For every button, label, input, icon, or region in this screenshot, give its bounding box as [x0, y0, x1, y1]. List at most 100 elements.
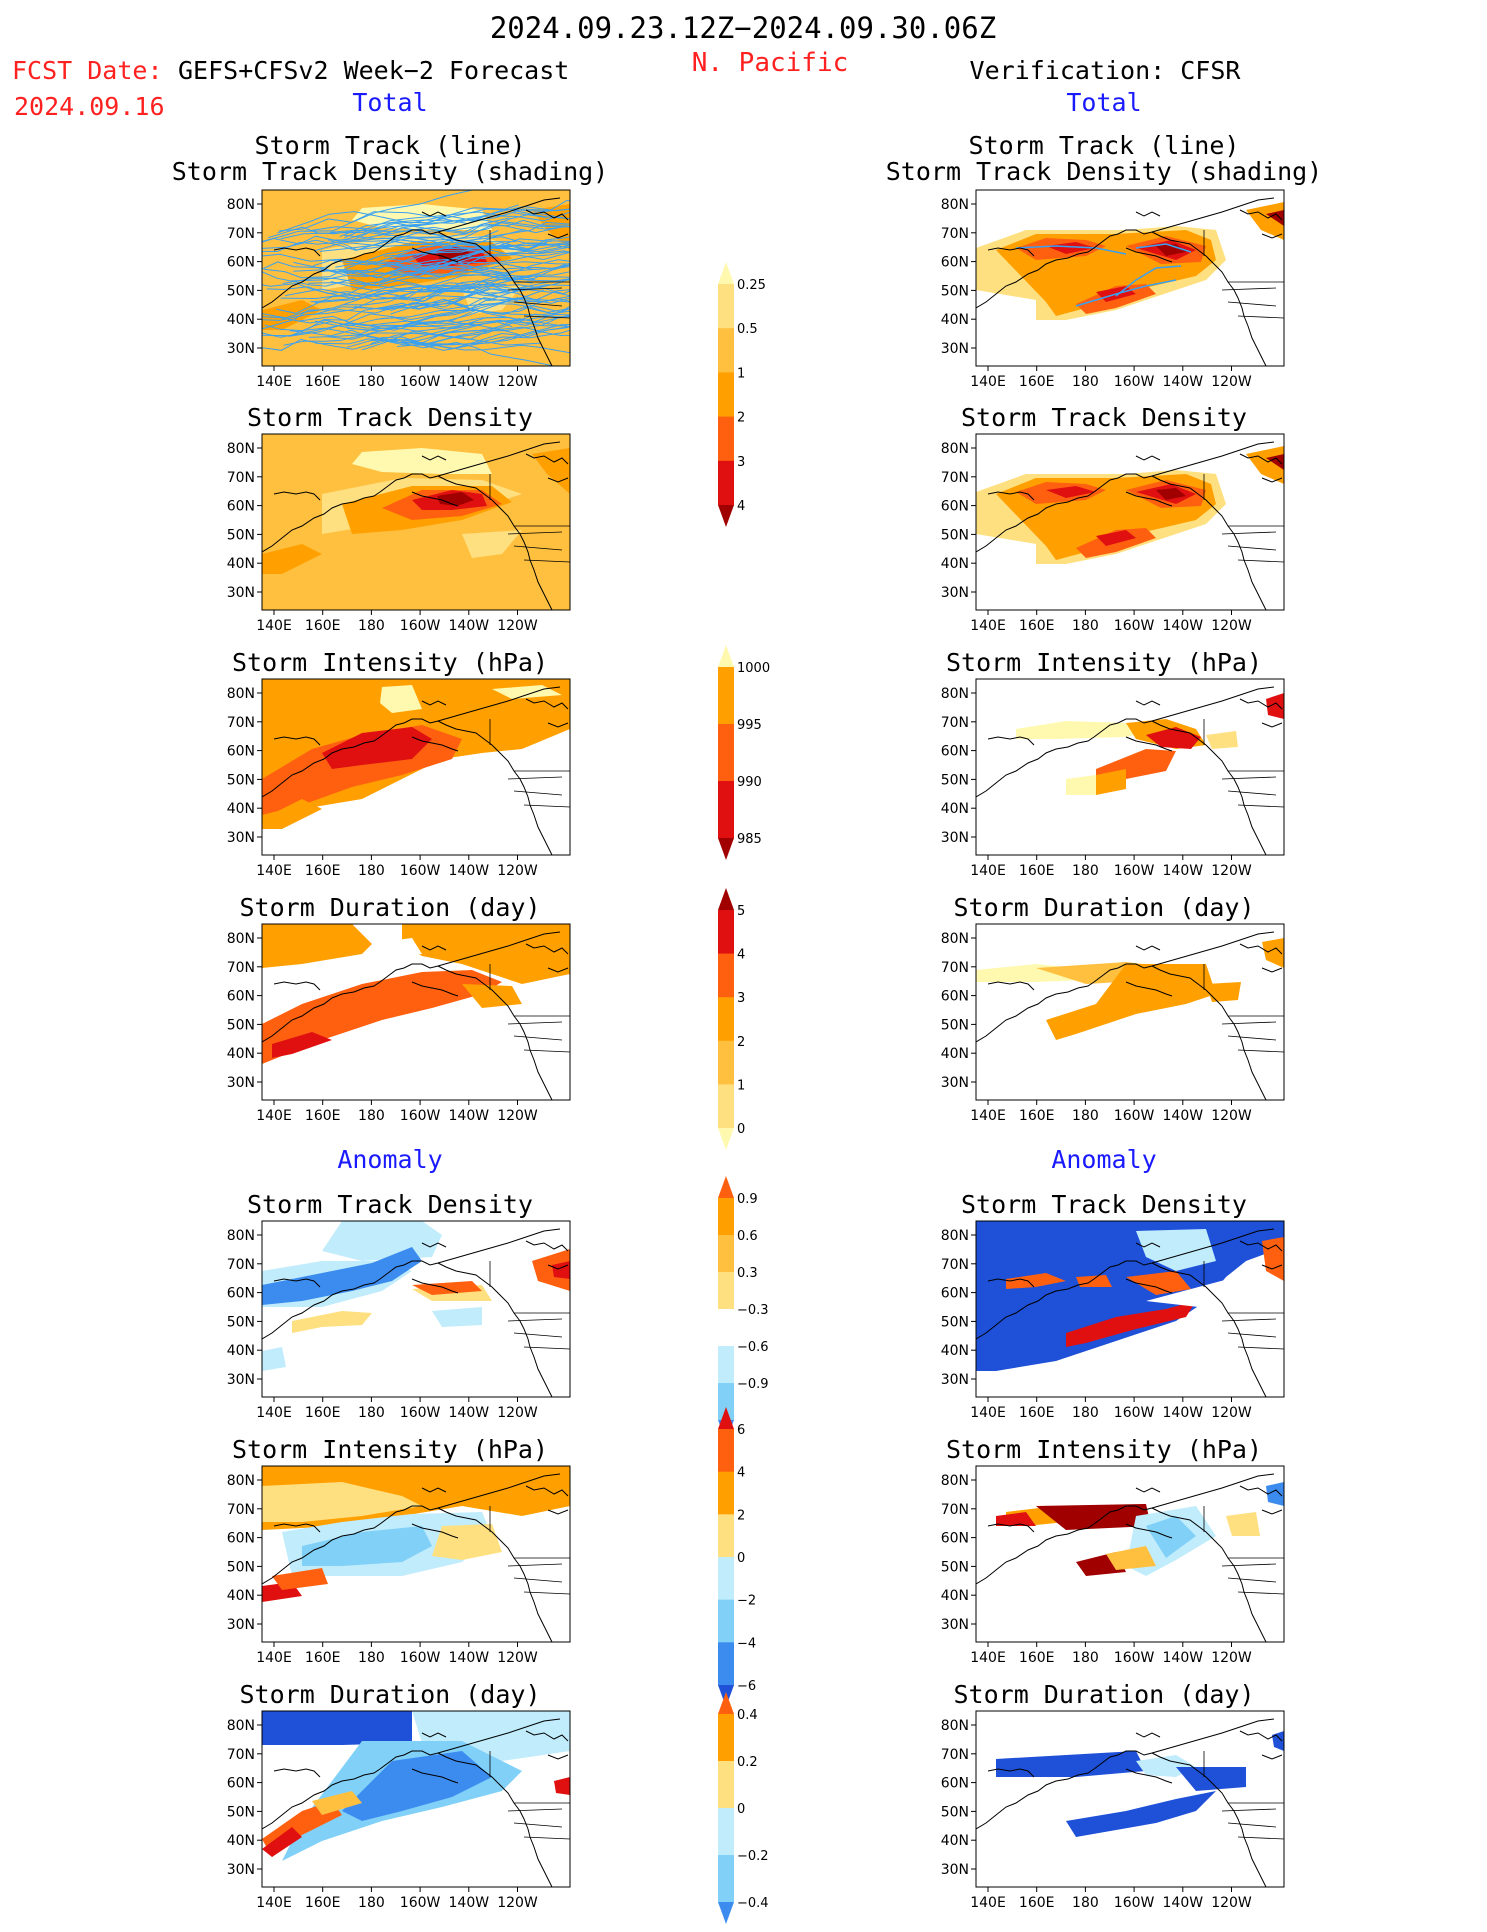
map-frame: [261, 1220, 571, 1398]
coastline: [1125, 1278, 1173, 1294]
coastline: [411, 247, 459, 263]
coastline: [1135, 1242, 1161, 1248]
lon-tick-label: 140E: [256, 1405, 292, 1421]
coastline: [987, 247, 1035, 257]
lat-tick-label: 70N: [941, 960, 969, 976]
storm-track-line: [396, 243, 570, 256]
map-frame: [975, 923, 1285, 1101]
shade-region: [1156, 488, 1186, 500]
lat-tick-label: 80N: [941, 1718, 969, 1734]
lat-tick-label: 40N: [227, 1343, 255, 1359]
shade-region: [1156, 244, 1186, 256]
title-duration-anom-right: Storm Duration (day): [953, 1680, 1255, 1709]
map-verification-density: 80N 70N 60N 50N 40N 30N 140E 160E 180 160W 140W 120…: [934, 432, 1290, 642]
map-frame: [261, 189, 571, 367]
coastline: [437, 231, 553, 366]
shade-region: [262, 1482, 422, 1522]
lat-tick-label: 70N: [941, 1257, 969, 1273]
coastline: [987, 981, 1035, 991]
coastline: [262, 1523, 381, 1585]
map-forecast-duration: 80N 70N 60N 50N 40N 30N 140E 160E 180 160W 140W 120…: [220, 922, 576, 1132]
storm-track-line: [267, 217, 510, 239]
lon-tick-label: 160W: [1114, 863, 1155, 879]
border-line: [1227, 1035, 1277, 1041]
colorbar-cap: [718, 838, 734, 860]
lon-tick-label: 140W: [1163, 1895, 1204, 1911]
storm-track-line: [323, 243, 570, 275]
coastline: [1261, 967, 1283, 973]
lon-tick-label: 140E: [970, 618, 1006, 634]
coastline: [421, 211, 447, 217]
coastline: [976, 981, 1095, 1043]
lon-tick-label: 140E: [970, 863, 1006, 879]
shade-region: [1106, 1546, 1156, 1570]
title-intensity-left: Storm Intensity (hPa): [231, 648, 549, 677]
coastline: [1151, 441, 1275, 477]
storm-track-line: [388, 251, 570, 266]
lon-tick-label: 160E: [305, 1405, 341, 1421]
colorbar-label: 0.25: [737, 278, 766, 293]
lon-tick-label: 180: [1072, 1108, 1099, 1124]
coastline: [547, 967, 569, 973]
border-line: [507, 1021, 563, 1025]
shade-region: [262, 1247, 422, 1305]
coastline: [1093, 1505, 1153, 1525]
colorbar-label: 990: [737, 775, 762, 790]
lat-tick-label: 70N: [941, 715, 969, 731]
coastline: [411, 736, 459, 752]
coastline: [437, 475, 553, 610]
colorbar-cap: [718, 1128, 734, 1150]
lon-tick-label: 180: [1072, 1650, 1099, 1666]
colorbar-svg: 6 4 2 0 −2 −4 −6: [718, 1407, 756, 1707]
shade-region: [292, 1311, 372, 1333]
lon-tick-label: 120W: [497, 1405, 538, 1421]
lat-tick-label: 50N: [941, 772, 969, 788]
map-frame: [261, 433, 571, 611]
lat-tick-label: 40N: [941, 312, 969, 328]
storm-track-line: [400, 329, 570, 346]
border-line: [523, 1836, 570, 1840]
border-line: [1237, 315, 1284, 319]
map-frame: [261, 678, 571, 856]
map-frame: [261, 923, 571, 1101]
coastline: [262, 247, 381, 309]
border-line: [507, 1563, 563, 1567]
storm-track-line: [401, 266, 570, 270]
map-svg: 80N 70N 60N 50N 40N 30N 140E 160E 180 160W 140W 120…: [941, 1465, 1285, 1666]
colorbar-swatch: [718, 1855, 734, 1903]
map-svg: 80N 70N 60N 50N 40N 30N 140E 160E 180 160W 140W 120…: [941, 433, 1285, 634]
coastline: [1135, 455, 1161, 461]
shade-region: [1066, 775, 1096, 795]
shade-region: [462, 530, 522, 558]
lat-tick-label: 60N: [227, 989, 255, 1005]
map-frame: [261, 1465, 571, 1643]
storm-track-line: [308, 262, 570, 287]
storm-track-line: [330, 271, 570, 293]
colorbar-label: 4: [737, 499, 745, 514]
storm-track-line: [397, 288, 570, 301]
coastline: [1151, 231, 1267, 366]
lon-tick-label: 160W: [1114, 1650, 1155, 1666]
shade-region: [262, 970, 502, 1064]
colorbar-swatch: [718, 781, 734, 839]
border-line: [1227, 545, 1277, 551]
shade-region: [342, 1751, 492, 1821]
lon-tick-label: 180: [1072, 618, 1099, 634]
border-line: [1237, 1836, 1284, 1840]
storm-track-line: [338, 249, 570, 274]
lat-tick-label: 70N: [941, 1747, 969, 1763]
title-intensity-anom-left: Storm Intensity (hPa): [231, 1435, 549, 1464]
lon-tick-label: 160W: [1114, 1895, 1155, 1911]
shade-region: [996, 1751, 1146, 1777]
shade-region: [1246, 202, 1284, 240]
coastline: [1125, 1523, 1173, 1539]
border-line: [523, 1346, 570, 1350]
section-total-right: Total: [1066, 88, 1142, 117]
lon-tick-label: 160W: [1114, 618, 1155, 634]
colorbar-swatch: [718, 460, 734, 506]
border-line: [1227, 1577, 1277, 1583]
colorbar-label: 5: [737, 904, 745, 919]
lon-tick-label: 160E: [305, 1650, 341, 1666]
map-svg: 80N 70N 60N 50N 40N 30N 140E 160E 180 160W 140W 120…: [227, 1220, 571, 1421]
lon-tick-label: 140W: [449, 1650, 490, 1666]
